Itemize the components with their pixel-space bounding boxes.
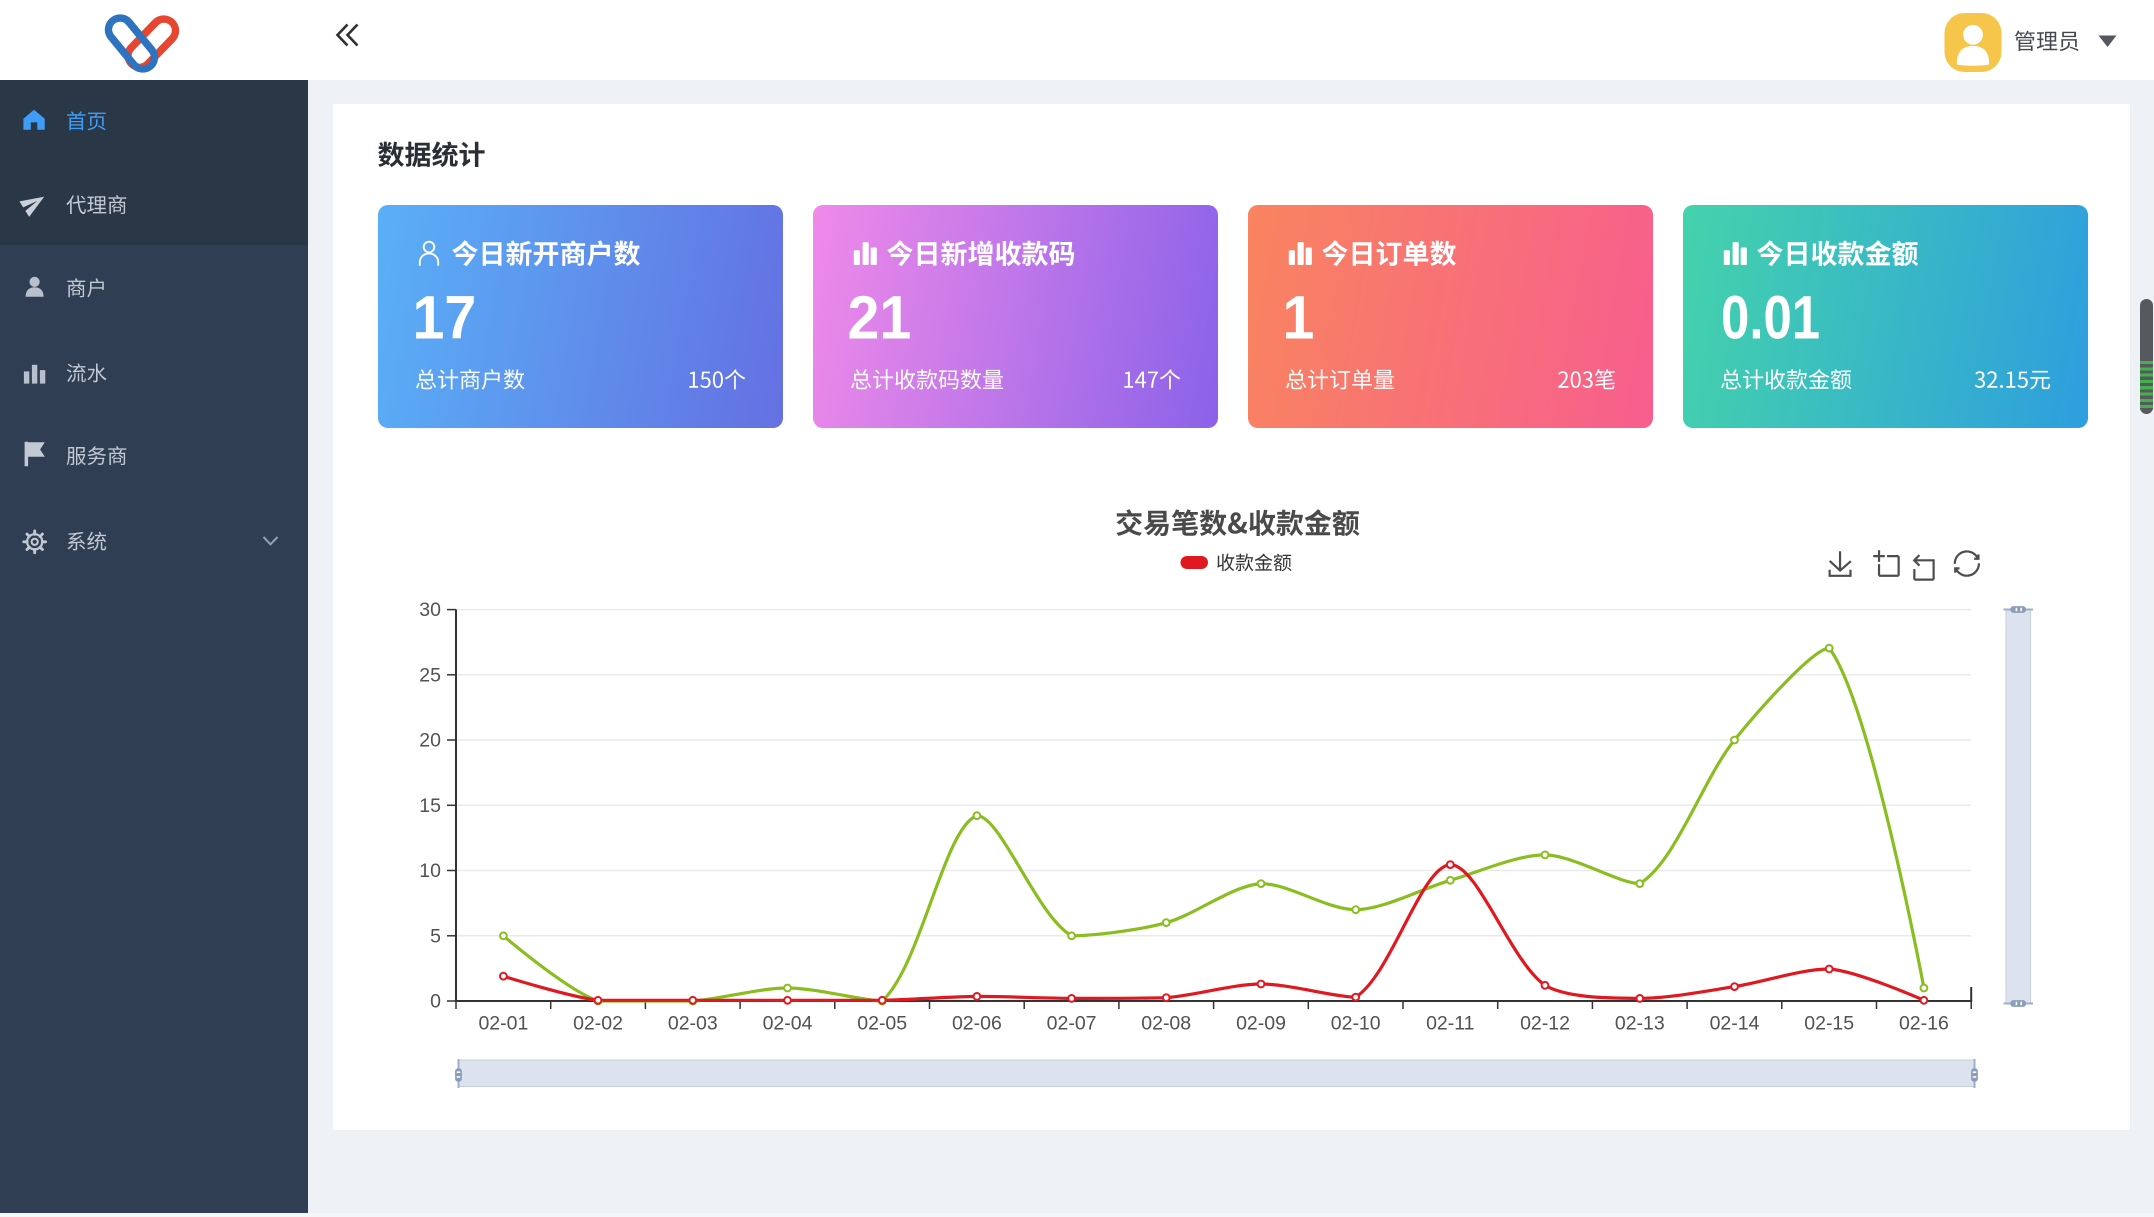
svg-text:21: 21	[848, 283, 912, 352]
svg-text:15: 15	[419, 795, 441, 817]
svg-text:20: 20	[419, 730, 441, 752]
svg-text:02-04: 02-04	[763, 1013, 813, 1035]
svg-text:02-13: 02-13	[1615, 1013, 1665, 1035]
svg-text:0.01: 0.01	[1721, 283, 1820, 351]
svg-text:30: 30	[419, 599, 441, 621]
svg-text:1: 1	[1283, 283, 1315, 352]
svg-text:02-12: 02-12	[1520, 1013, 1570, 1035]
svg-text:02-15: 02-15	[1804, 1013, 1854, 1035]
svg-text:10: 10	[419, 860, 441, 882]
svg-text:0: 0	[430, 991, 441, 1013]
svg-text:02-07: 02-07	[1047, 1013, 1097, 1035]
svg-text:02-14: 02-14	[1710, 1013, 1760, 1035]
svg-text:02-16: 02-16	[1899, 1013, 1949, 1035]
svg-text:02-10: 02-10	[1331, 1013, 1381, 1035]
svg-text:5: 5	[430, 925, 441, 947]
svg-text:02-05: 02-05	[857, 1013, 907, 1035]
svg-text:25: 25	[419, 664, 441, 686]
svg-text:17: 17	[413, 283, 477, 352]
svg-text:02-02: 02-02	[573, 1013, 623, 1035]
svg-text:02-01: 02-01	[478, 1013, 528, 1035]
svg-text:02-11: 02-11	[1426, 1013, 1474, 1035]
svg-text:02-03: 02-03	[668, 1013, 718, 1035]
svg-text:02-08: 02-08	[1141, 1013, 1191, 1035]
svg-text:02-06: 02-06	[952, 1013, 1002, 1035]
svg-text:02-09: 02-09	[1236, 1013, 1286, 1035]
